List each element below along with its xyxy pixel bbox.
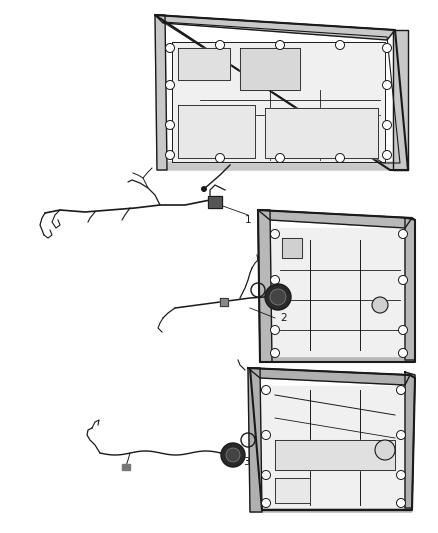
Polygon shape (122, 464, 130, 470)
Circle shape (372, 297, 388, 313)
Circle shape (276, 41, 285, 50)
Polygon shape (262, 386, 403, 507)
Circle shape (215, 41, 225, 50)
Polygon shape (248, 368, 410, 385)
Circle shape (271, 230, 279, 238)
Circle shape (382, 80, 392, 90)
Circle shape (270, 289, 286, 305)
Polygon shape (172, 42, 385, 162)
Circle shape (396, 498, 406, 507)
Polygon shape (275, 478, 310, 503)
Text: 1: 1 (245, 215, 251, 225)
Polygon shape (240, 48, 300, 90)
Polygon shape (157, 162, 400, 170)
Circle shape (226, 448, 240, 462)
Circle shape (261, 471, 271, 480)
Text: 2: 2 (280, 313, 286, 323)
Circle shape (221, 443, 245, 467)
Polygon shape (275, 440, 395, 470)
Circle shape (375, 440, 395, 460)
Circle shape (215, 154, 225, 163)
Polygon shape (258, 210, 272, 362)
Circle shape (399, 326, 407, 335)
Polygon shape (208, 196, 222, 208)
Text: 3: 3 (243, 457, 250, 467)
Circle shape (166, 150, 174, 159)
Polygon shape (155, 15, 167, 170)
Polygon shape (178, 48, 230, 80)
Polygon shape (178, 105, 255, 158)
Polygon shape (248, 368, 262, 512)
Circle shape (336, 154, 345, 163)
Polygon shape (250, 505, 412, 512)
Polygon shape (260, 355, 415, 362)
Circle shape (265, 284, 291, 310)
Circle shape (261, 431, 271, 440)
Circle shape (271, 326, 279, 335)
Circle shape (276, 154, 285, 163)
Circle shape (166, 80, 174, 90)
Circle shape (166, 44, 174, 52)
Polygon shape (282, 238, 302, 258)
Polygon shape (405, 218, 415, 360)
Circle shape (396, 385, 406, 394)
Polygon shape (155, 15, 395, 40)
Polygon shape (265, 108, 378, 158)
Circle shape (271, 276, 279, 285)
Polygon shape (405, 372, 415, 508)
Polygon shape (258, 210, 412, 228)
Circle shape (166, 120, 174, 130)
Polygon shape (220, 298, 228, 306)
Circle shape (396, 431, 406, 440)
Circle shape (396, 471, 406, 480)
Circle shape (261, 385, 271, 394)
Circle shape (336, 41, 345, 50)
Circle shape (382, 150, 392, 159)
Circle shape (399, 349, 407, 358)
Circle shape (399, 230, 407, 238)
Polygon shape (393, 30, 408, 170)
Polygon shape (272, 228, 403, 356)
Circle shape (399, 276, 407, 285)
Circle shape (201, 186, 207, 192)
Circle shape (271, 349, 279, 358)
Circle shape (382, 120, 392, 130)
Circle shape (261, 498, 271, 507)
Circle shape (382, 44, 392, 52)
